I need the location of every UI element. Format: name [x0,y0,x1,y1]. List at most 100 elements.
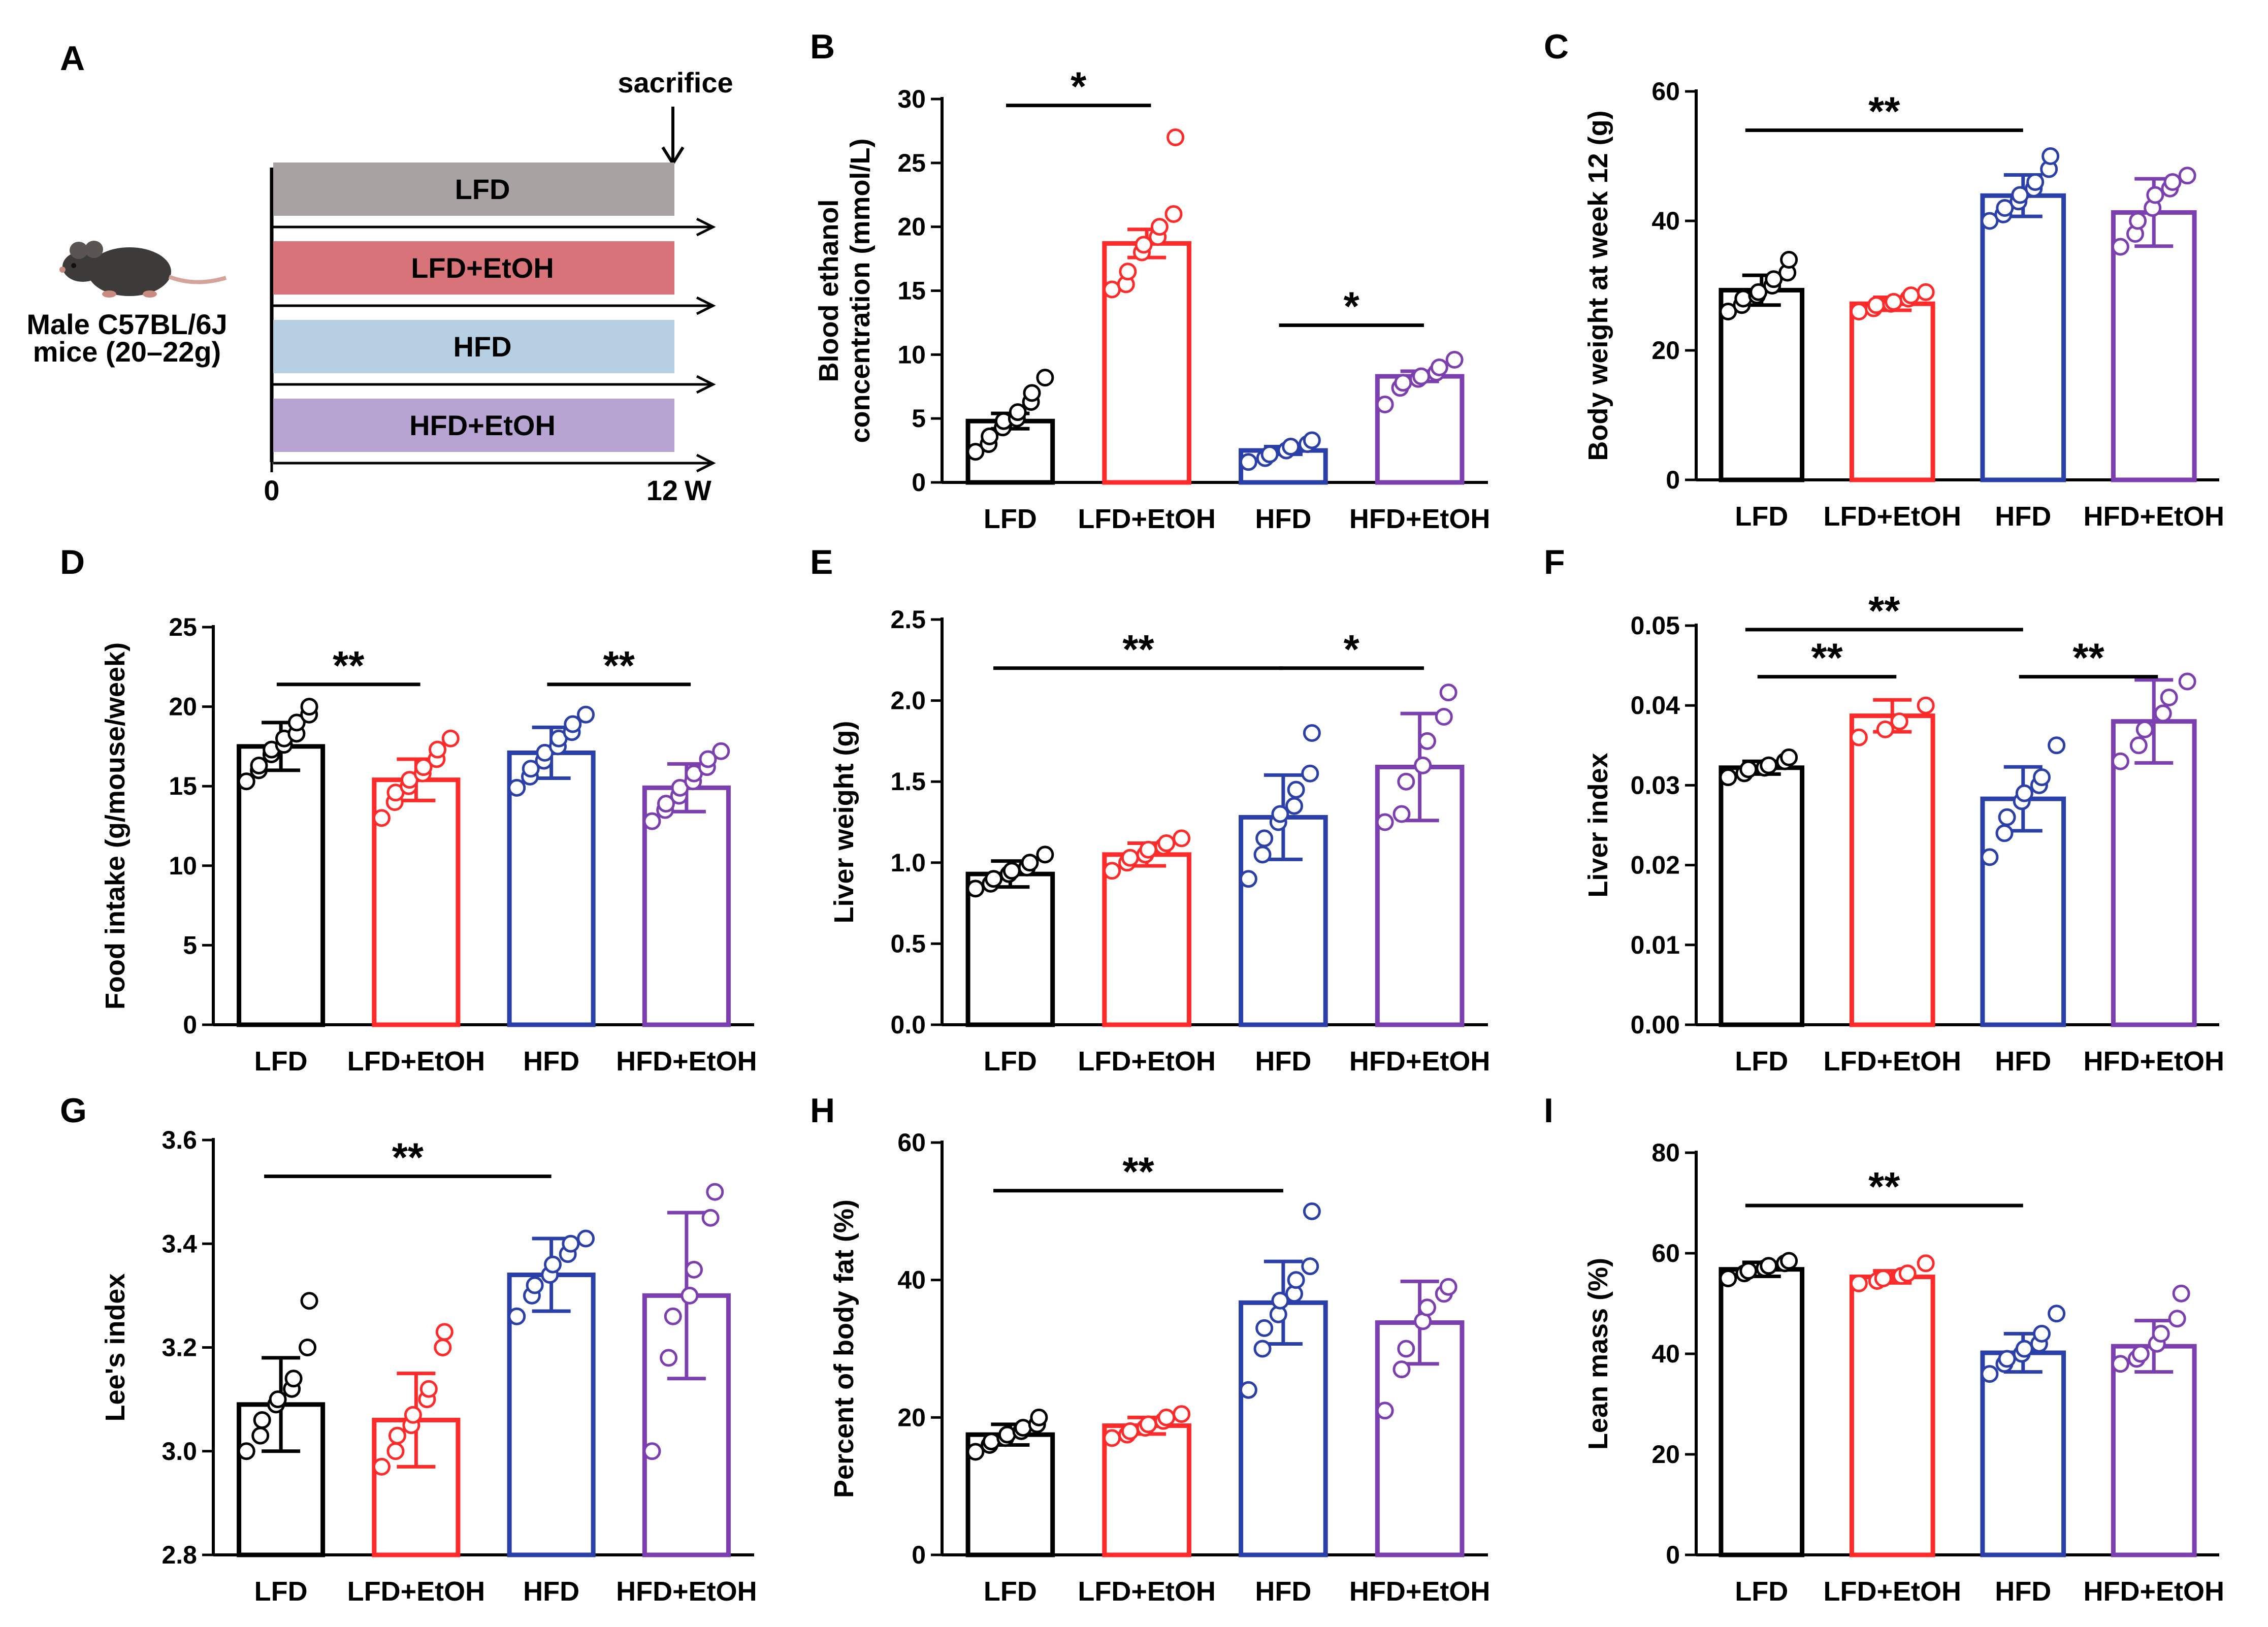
bar-HFD+EtOH [2111,1344,2197,1557]
x-tick-label: LFD+EtOH [1823,1576,1961,1607]
data-point [1902,286,1920,305]
data-point [1260,445,1279,464]
x-tick-label: HFD [1255,1046,1311,1077]
data-point [660,1349,678,1367]
x-tick-label: HFD [1995,501,2051,532]
data-point [414,758,433,776]
data-point [1303,724,1321,742]
data-point [1271,1291,1289,1310]
y-tick-label: 10 [897,340,926,369]
arrow-head-icon [696,217,716,237]
data-point [1412,367,1431,385]
data-point [287,713,306,732]
data-point [643,1442,661,1460]
x-tick-label: HFD+EtOH [1349,1576,1491,1607]
y-tick-label: 3.2 [161,1333,197,1362]
y-tick-label: 0.03 [1631,771,1680,799]
data-point [1167,128,1185,146]
data-point [1376,395,1394,413]
diagram-bar-3 [273,320,674,373]
data-point [1135,236,1153,254]
data-point [2015,784,2033,802]
data-point [1876,720,1894,738]
data-point [1739,1262,1758,1280]
data-point [712,742,730,760]
data-point [1780,748,1798,766]
panel-label-H: H [810,1091,835,1130]
bar-HFD [1980,193,2066,482]
arrow-head-icon [696,296,716,315]
data-point [1023,384,1041,402]
y-tick-label: 25 [897,149,926,177]
mouse-icon [59,241,227,298]
data-point [2152,1324,2170,1343]
data-point [2172,1284,2190,1303]
data-point [2048,1305,2066,1323]
arrow-head-icon [696,453,716,473]
diagram-bar-label: HFD [453,331,511,363]
data-point [706,1183,724,1201]
x-tick-label: HFD+EtOH [2083,501,2224,532]
x-tick-label: HFD+EtOH [616,1576,757,1607]
significance-marker: ** [1122,627,1154,672]
x-tick-label: HFD [523,1576,579,1607]
data-point [429,740,447,759]
data-point [1253,1340,1272,1358]
y-tick-label: 0 [1666,466,1680,494]
data-point [1239,1381,1257,1399]
data-point [1103,862,1121,880]
data-point [1392,805,1411,823]
panel-label-F: F [1544,543,1565,581]
x-tick-label: HFD+EtOH [2083,1576,2224,1607]
data-point [1418,1298,1436,1317]
significance-marker: ** [1811,635,1843,680]
data-point [1917,696,1935,714]
y-tick-label: 0 [183,1011,197,1039]
data-point [998,1425,1016,1444]
data-point [1445,350,1464,369]
y-tick-label: 3.0 [161,1437,197,1466]
y-axis-label: Food intake (g/mouse/week) [100,642,131,1010]
y-tick-label: 15 [897,277,926,305]
data-point [981,427,999,445]
mouse-line-1: Male C57BL/6J [26,308,227,340]
bar-LFD [1719,1267,1805,1557]
data-point [1898,1264,1917,1283]
data-point [435,1323,453,1341]
data-point [522,760,540,778]
data-point [2168,1310,2186,1328]
y-tick-label: 0 [912,468,926,497]
y-tick-label: 5 [912,404,926,433]
data-point [1719,1270,1737,1287]
data-point [1376,1402,1394,1420]
data-point [1392,1360,1411,1379]
chart-panel-C: C Body weight at week 12 (g) 0 20 40 60 LFD LFD… [1544,27,2224,532]
data-point [2135,720,2154,738]
data-point [1397,1340,1415,1358]
data-point [1255,829,1274,848]
data-point [419,1380,438,1398]
x-tick-label: LFD+EtOH [1078,504,1216,534]
data-point [664,1307,682,1325]
significance-marker: * [1344,627,1360,672]
data-point [250,756,268,774]
significance-marker: ** [2072,635,2104,680]
data-point [1414,756,1432,774]
diagram-group-2: LFD+EtOH [273,241,716,315]
data-point [1874,1270,1892,1287]
y-tick-label: 0.01 [1631,931,1680,959]
data-point [372,809,391,827]
panel-label-I: I [1544,1091,1553,1130]
panel-label-A: A [60,39,85,78]
y-tick-label: 60 [1651,77,1680,106]
data-point [300,1292,318,1310]
y-tick-label: 20 [169,693,197,721]
y-tick-label: 3.6 [161,1126,197,1154]
data-point [1719,768,1737,787]
bar-LFD+EtOH [1849,713,1935,1027]
x-tick-label: LFD+EtOH [347,1576,485,1607]
data-point [2146,186,2164,204]
data-point [562,1234,580,1253]
data-point [386,1442,405,1460]
x-tick-label: HFD [1255,1576,1311,1607]
